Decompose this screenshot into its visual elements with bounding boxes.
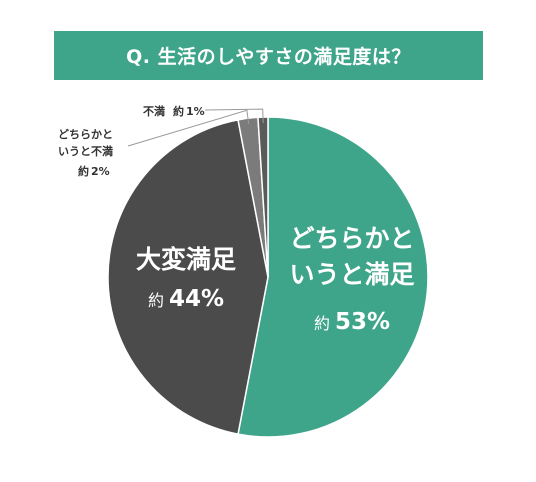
slice-label-very-satisfied: 大変満足 <box>136 245 236 274</box>
pie-slice-very-satisfied <box>107 118 269 436</box>
value: 1 <box>186 105 194 118</box>
slice-value-somewhat-satisfied: 約 53% <box>314 309 390 335</box>
pie-slice-somewhat-satisfied <box>237 116 429 438</box>
slice-label-somewhat-satisfied-line2: いうと満足 <box>289 260 414 289</box>
leader-line-dissatisfied <box>204 108 264 124</box>
slice-label-somewhat-dissatisfied-line1: どちらかと <box>58 128 113 141</box>
chart-title: Q. 生活のしやすさの満足度は？ <box>54 31 483 80</box>
pie-slices <box>107 116 429 438</box>
value: 44 <box>169 286 201 312</box>
value: 53 <box>335 309 367 335</box>
slice-label-somewhat-dissatisfied-line2: いうと不満 <box>58 144 113 158</box>
leader-line-somewhat-dissatisfied <box>127 109 250 147</box>
slice-label-dissatisfied: 不満約 1% <box>143 104 205 118</box>
value: 2 <box>91 165 99 178</box>
slice-label-somewhat-satisfied-line1: どちらかと <box>289 224 414 253</box>
slice-value-very-satisfied: 約 44% <box>148 286 224 312</box>
leader-lines <box>127 108 264 147</box>
slice-value-somewhat-dissatisfied: 約 2% <box>78 164 110 178</box>
